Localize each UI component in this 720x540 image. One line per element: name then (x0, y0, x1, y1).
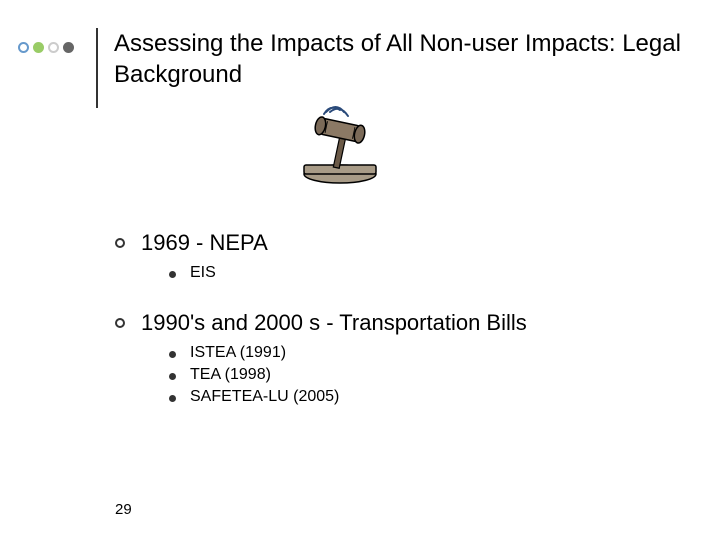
sub-list: EIS (169, 264, 675, 282)
bullet-text: 1990's and 2000 s - Transportation Bills (141, 310, 527, 336)
sub-bullet-text: EIS (190, 264, 216, 282)
gavel-icon (290, 102, 390, 192)
slide-title: Assessing the Impacts of All Non-user Im… (114, 28, 684, 90)
bullet-marker (115, 238, 125, 248)
decorative-bullets (18, 42, 78, 53)
sub-bullet-marker (169, 395, 176, 402)
deco-circle-1 (18, 42, 29, 53)
sub-bullet-item: EIS (169, 264, 675, 282)
bullet-marker (115, 318, 125, 328)
sub-bullet-item: ISTEA (1991) (169, 344, 675, 362)
slide-header: Assessing the Impacts of All Non-user Im… (18, 28, 684, 108)
bullet-item: 1990's and 2000 s - Transportation Bills (115, 310, 675, 336)
sub-list: ISTEA (1991) TEA (1998) SAFETEA-LU (2005… (169, 344, 675, 406)
bullet-item: 1969 - NEPA (115, 230, 675, 256)
bullet-text: 1969 - NEPA (141, 230, 268, 256)
sub-bullet-marker (169, 351, 176, 358)
sub-bullet-text: SAFETEA-LU (2005) (190, 388, 339, 406)
page-number: 29 (115, 501, 132, 518)
sub-bullet-item: SAFETEA-LU (2005) (169, 388, 675, 406)
deco-circle-4 (63, 42, 74, 53)
sub-bullet-text: TEA (1998) (190, 366, 271, 384)
sub-bullet-text: ISTEA (1991) (190, 344, 286, 362)
title-block: Assessing the Impacts of All Non-user Im… (114, 28, 684, 90)
sub-bullet-marker (169, 271, 176, 278)
deco-circle-3 (48, 42, 59, 53)
content-area: 1969 - NEPA EIS 1990's and 2000 s - Tran… (115, 230, 675, 434)
deco-circle-2 (33, 42, 44, 53)
header-divider (96, 28, 98, 108)
sub-bullet-item: TEA (1998) (169, 366, 675, 384)
sub-bullet-marker (169, 373, 176, 380)
